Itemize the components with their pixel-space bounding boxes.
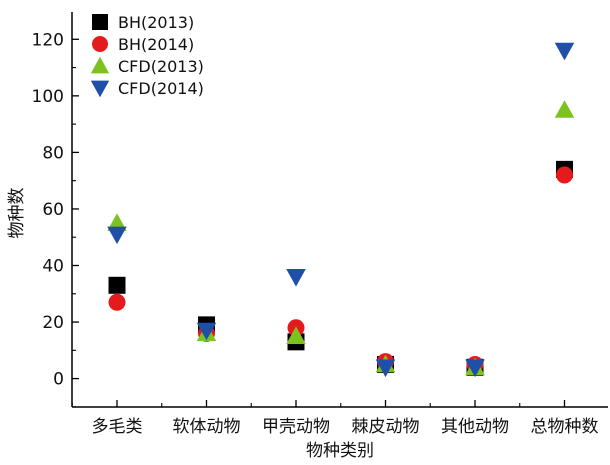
data-point	[107, 226, 127, 245]
data-point	[108, 276, 126, 294]
data-point	[108, 293, 126, 311]
legend-marker	[90, 56, 110, 74]
data-point	[465, 359, 485, 378]
data-point	[286, 268, 306, 287]
data-point	[107, 213, 127, 231]
legend-marker	[92, 14, 108, 30]
data-point	[556, 166, 573, 184]
legend-label: CFD(2014)	[118, 79, 204, 98]
data-point	[554, 42, 575, 61]
x-category-label: 多毛类	[92, 417, 143, 437]
y-axis-title: 物种数	[7, 188, 27, 239]
legend-label: BH(2014)	[118, 35, 194, 54]
x-category-label: 其他动物	[441, 417, 509, 437]
y-tick-label: 80	[42, 143, 64, 163]
data-point	[375, 359, 396, 378]
x-axis-title: 物种类别	[306, 441, 374, 461]
x-axis-categories: 多毛类 软体动物 甲壳动物 棘皮动物 其他动物 总物种数	[71, 400, 599, 437]
y-axis-ticks: 0 20 40 60 80 100 120	[32, 30, 79, 408]
x-category-label: 甲壳动物	[262, 417, 330, 437]
legend-label: CFD(2013)	[118, 57, 204, 76]
legend-label: BH(2013)	[118, 13, 194, 32]
legend-marker	[92, 36, 108, 52]
x-category-label: 棘皮动物	[352, 417, 420, 437]
y-tick-label: 60	[42, 200, 64, 220]
legend-marker	[90, 80, 110, 98]
y-tick-label: 120	[32, 30, 64, 50]
y-tick-label: 100	[32, 87, 64, 107]
y-tick-label: 0	[53, 370, 64, 390]
data-point	[554, 100, 575, 118]
y-tick-label: 40	[42, 257, 64, 277]
y-tick-label: 20	[42, 313, 64, 333]
data-point	[196, 322, 217, 341]
data-points	[107, 42, 575, 378]
data-point	[286, 326, 306, 345]
x-category-label: 软体动物	[173, 417, 241, 437]
legend: BH(2013) BH(2014) CFD(2013) CFD(2014)	[90, 13, 204, 98]
x-category-label: 总物种数	[531, 417, 599, 437]
